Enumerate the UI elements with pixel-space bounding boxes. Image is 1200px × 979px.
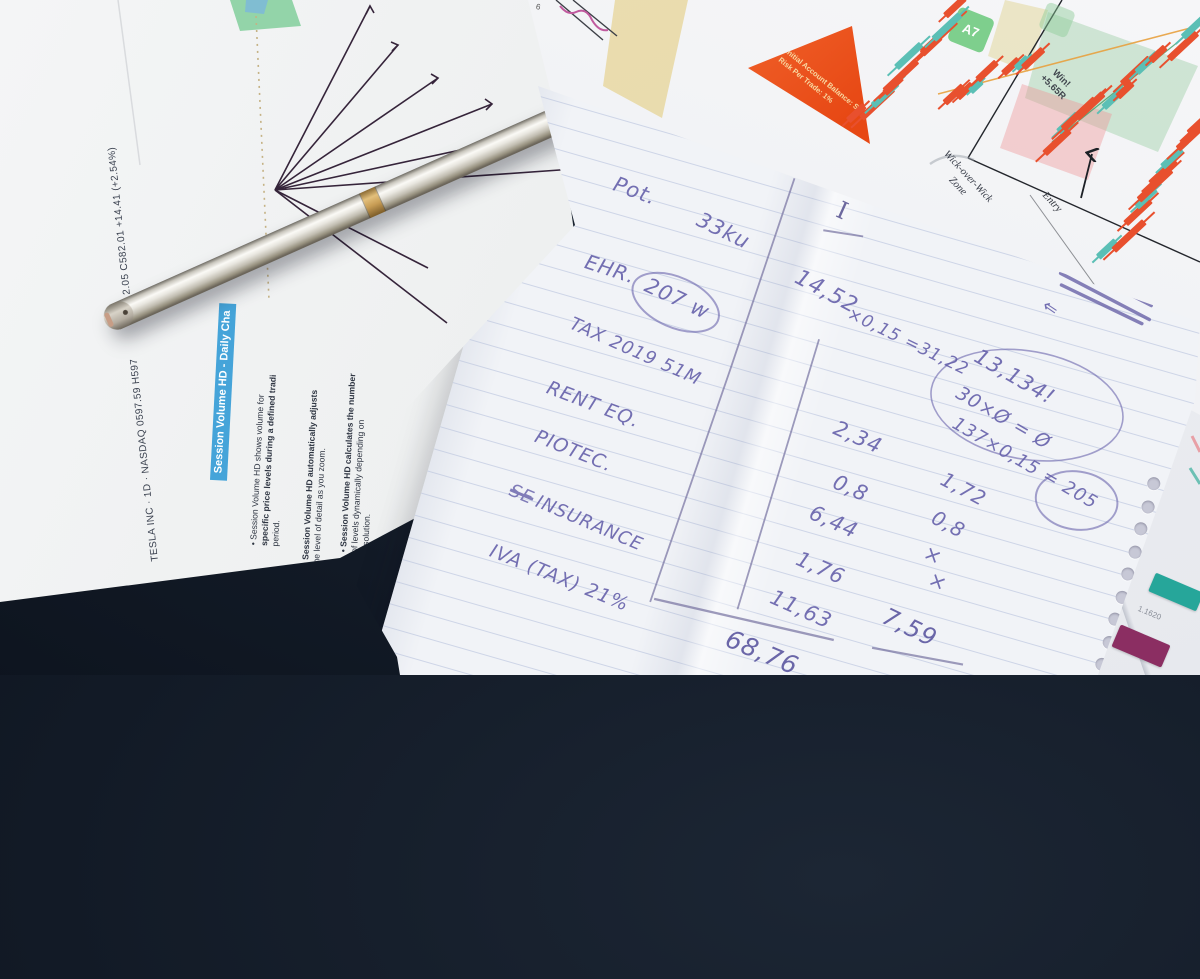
setup-badge-label: A7 [960, 19, 982, 41]
punch-hole [1088, 679, 1104, 695]
corner-chart-marks [1188, 435, 1200, 485]
